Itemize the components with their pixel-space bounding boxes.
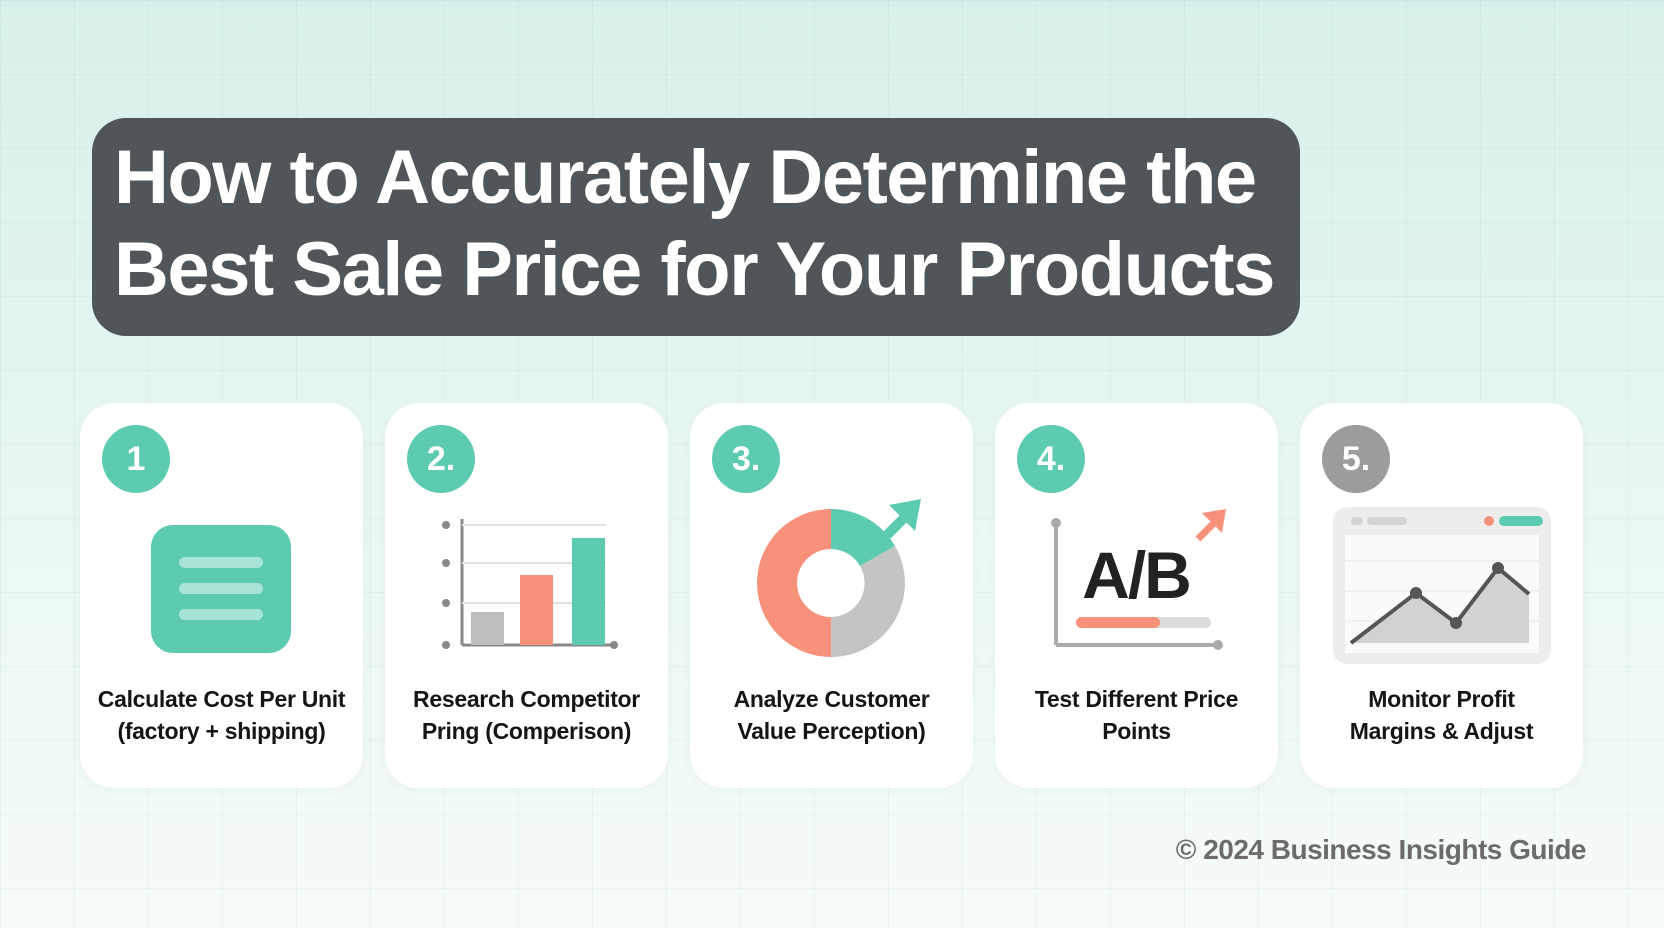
step-label: Monitor Profit Margins & Adjust bbox=[1300, 683, 1583, 747]
step-card: 3. Analyze Customer Value Perception) bbox=[690, 403, 973, 788]
step-card: 4. A/B Test Different Price Points bbox=[995, 403, 1278, 788]
label-line: Analyze Customer bbox=[733, 686, 930, 712]
step-number: 4. bbox=[1017, 425, 1085, 493]
step-card: 5. Monitor Profit Margins & Adjust bbox=[1300, 403, 1583, 788]
title-line: How to Accurately Determine the bbox=[114, 135, 1257, 220]
step-number: 1 bbox=[102, 425, 170, 493]
label-line: (factory + shipping) bbox=[117, 718, 326, 744]
title-line: Best Sale Price for Your Products bbox=[114, 227, 1275, 312]
ab-test-icon: A/B bbox=[1051, 509, 1226, 650]
label-line: Research Competitor bbox=[413, 686, 640, 712]
step-label: Calculate Cost Per Unit (factory + shipp… bbox=[80, 683, 363, 747]
competitor-icon bbox=[442, 519, 618, 649]
footer-copyright: © 2024 Business Insights Guide bbox=[1175, 834, 1587, 865]
step-number: 3. bbox=[712, 425, 780, 493]
title-box: How to Accurately Determine the Best Sal… bbox=[92, 118, 1300, 336]
step-card: 2. Research Competitor Pring (Comperison… bbox=[385, 403, 668, 788]
step-number: 5. bbox=[1322, 425, 1390, 493]
step-label: Research Competitor Pring (Comperison) bbox=[385, 683, 668, 747]
label-line: Margins & Adjust bbox=[1349, 718, 1534, 744]
perception-icon bbox=[757, 499, 921, 657]
step-number: 2. bbox=[407, 425, 475, 493]
step-card: 1 Calculate Cost Per Unit (factory + shi… bbox=[80, 403, 363, 788]
step-label: Analyze Customer Value Perception) bbox=[690, 683, 973, 747]
label-line: Test Different Price bbox=[1034, 686, 1239, 712]
cost-icon bbox=[151, 525, 291, 653]
label-line: Value Perception) bbox=[737, 718, 926, 744]
step-cards: 1 Calculate Cost Per Unit (factory + shi… bbox=[80, 403, 1583, 788]
monitor-icon bbox=[1333, 507, 1551, 664]
label-line: Calculate Cost Per Unit bbox=[97, 686, 346, 712]
step-label: Test Different Price Points bbox=[995, 683, 1278, 747]
ab-text: A/B bbox=[1082, 538, 1190, 612]
label-line: Points bbox=[1102, 718, 1171, 744]
label-line: Pring (Comperison) bbox=[421, 718, 632, 744]
label-line: Monitor Profit bbox=[1368, 686, 1515, 712]
